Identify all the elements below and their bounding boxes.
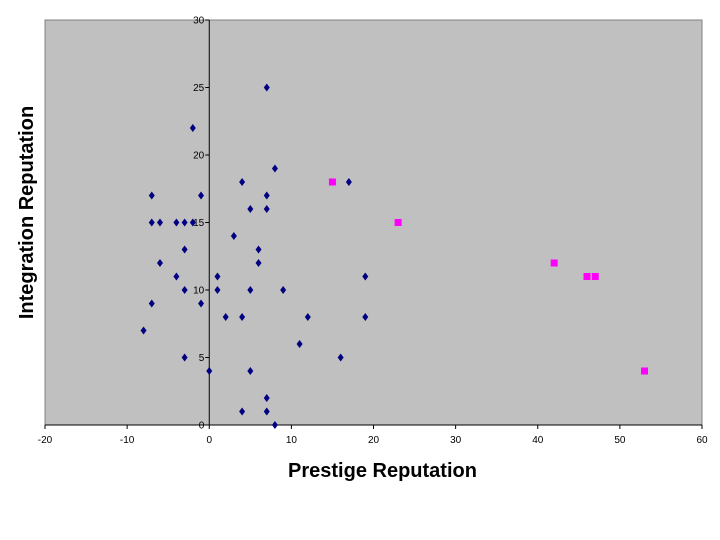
data-point-diamond (247, 286, 254, 294)
y-tick-label: 20 (193, 151, 205, 162)
data-point-square (394, 219, 402, 226)
data-point-square (583, 273, 591, 280)
data-point-diamond (263, 191, 270, 200)
x-tick-label: 50 (614, 435, 626, 446)
data-point-square (550, 259, 558, 267)
data-point-diamond (214, 286, 221, 294)
data-point-diamond (337, 353, 344, 362)
data-point-diamond (148, 191, 155, 200)
series-1 (328, 178, 649, 375)
data-point-diamond (189, 218, 196, 227)
data-point-diamond (173, 272, 180, 281)
x-axis: -20 -10 0 10 20 30 40 50 60 (38, 424, 708, 446)
data-point-square (591, 273, 599, 280)
data-point-diamond (362, 272, 369, 281)
data-point-diamond (296, 340, 303, 348)
series-0 (140, 83, 369, 429)
x-tick-label: 20 (368, 435, 380, 446)
y-axis: 0 5 10 15 20 25 30 (193, 16, 210, 432)
y-tick-label: 0 (199, 421, 205, 432)
data-point-diamond (239, 407, 246, 416)
data-point-diamond (148, 218, 155, 227)
data-point-diamond (173, 218, 180, 227)
data-point-diamond (247, 367, 254, 375)
x-axis-title: Prestige Reputation (288, 460, 477, 482)
data-point-diamond (181, 218, 188, 227)
data-point-diamond (345, 178, 352, 186)
x-tick-label: 10 (286, 435, 298, 446)
x-tick-label: 60 (696, 435, 708, 446)
x-tick-label: 40 (532, 435, 544, 446)
data-point-diamond (222, 313, 229, 321)
y-tick-label: 10 (193, 286, 205, 297)
data-point-diamond (148, 299, 155, 308)
data-point-diamond (198, 191, 205, 200)
x-tick-label: 0 (206, 435, 212, 446)
data-point-diamond (214, 272, 221, 281)
data-point-diamond (181, 245, 188, 254)
data-point-diamond (181, 353, 188, 362)
data-point-diamond (230, 232, 237, 240)
data-point-diamond (198, 299, 205, 308)
data-point-diamond (263, 407, 270, 416)
plot-area (44, 19, 703, 426)
x-tick-label: 30 (450, 435, 462, 446)
data-point-diamond (362, 313, 369, 321)
x-tick-label: -20 (38, 435, 53, 446)
data-points (140, 83, 649, 429)
data-point-diamond (304, 313, 311, 321)
y-axis-title: Integration Reputation (16, 106, 38, 319)
data-point-diamond (140, 326, 147, 335)
y-tick-label: 5 (199, 353, 205, 364)
data-point-diamond (181, 286, 188, 294)
x-tick-label: -10 (120, 435, 135, 446)
data-point-diamond (280, 286, 287, 294)
data-point-diamond (156, 259, 163, 267)
y-tick-label: 30 (193, 16, 205, 27)
data-point-diamond (189, 124, 196, 132)
data-point-diamond (271, 164, 278, 173)
data-point-diamond (239, 178, 246, 186)
data-point-diamond (263, 83, 270, 92)
data-point-diamond (247, 205, 254, 213)
data-point-diamond (239, 313, 246, 321)
data-point-diamond (206, 367, 213, 375)
data-point-diamond (255, 245, 262, 254)
data-point-diamond (263, 205, 270, 213)
data-point-diamond (255, 259, 262, 267)
data-point-square (641, 367, 649, 375)
data-point-diamond (156, 218, 163, 227)
data-point-diamond (271, 421, 278, 429)
y-tick-label: 15 (193, 218, 205, 229)
y-tick-label: 25 (193, 83, 205, 94)
data-point-diamond (263, 394, 270, 402)
data-point-square (328, 178, 336, 186)
